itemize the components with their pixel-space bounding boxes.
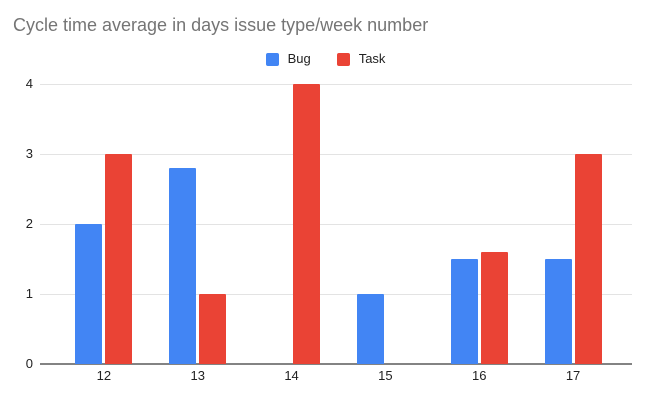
bar-task-week-17[interactable] [574, 154, 602, 364]
gridline-1 [40, 294, 632, 295]
x-tick-label-15: 15 [378, 368, 393, 383]
bar-bug-week-15[interactable] [356, 294, 384, 364]
gridline-3 [40, 154, 632, 155]
chart-title: Cycle time average in days issue type/we… [13, 15, 429, 35]
x-axis-labels: 12 13 14 15 16 17 [57, 368, 620, 384]
bar-bug-week-16[interactable] [450, 259, 478, 364]
bar-group-week-15 [338, 84, 432, 364]
x-tick-label-16: 16 [471, 368, 487, 383]
bar-task-week-14[interactable] [293, 84, 321, 364]
bar-group-week-17 [526, 84, 620, 364]
y-axis-labels: 0 1 2 3 4 [0, 76, 33, 371]
x-tick-label-12: 12 [96, 368, 112, 383]
y-tick-label-0: 0 [25, 356, 33, 371]
legend-swatch-bug [265, 52, 279, 66]
bar-bug-week-12[interactable] [75, 224, 103, 364]
bar-task-week-12[interactable] [105, 154, 133, 364]
x-axis-baseline [40, 363, 632, 365]
x-tick-label-14: 14 [284, 368, 299, 383]
bar-bug-week-17[interactable] [544, 259, 572, 364]
gridline-2 [40, 224, 632, 225]
bar-group-week-13 [151, 84, 245, 364]
bar-task-week-13[interactable] [199, 294, 227, 364]
x-tick-label-13: 13 [190, 368, 205, 383]
legend-item-bug[interactable]: Bug [265, 51, 311, 67]
legend-label: Task [358, 51, 386, 66]
y-tick-label-1: 1 [25, 286, 33, 301]
legend-item-task[interactable]: Task [336, 51, 386, 67]
y-tick-label-2: 2 [25, 216, 33, 231]
bar-group-week-16 [432, 84, 526, 364]
legend-label: Bug [287, 51, 311, 66]
y-tick-label-3: 3 [25, 146, 33, 161]
plot-area [40, 84, 632, 365]
gridline-4 [40, 84, 632, 85]
bar-task-week-16[interactable] [480, 252, 508, 364]
x-tick-label-17: 17 [565, 368, 581, 383]
bar-bug-week-13[interactable] [169, 168, 197, 364]
legend: Bug Task [0, 51, 651, 67]
legend-swatch-task [336, 52, 350, 66]
bars-row [57, 84, 620, 364]
bar-group-week-14 [245, 84, 339, 364]
bar-group-week-12 [57, 84, 151, 364]
y-tick-label-4: 4 [25, 76, 33, 91]
